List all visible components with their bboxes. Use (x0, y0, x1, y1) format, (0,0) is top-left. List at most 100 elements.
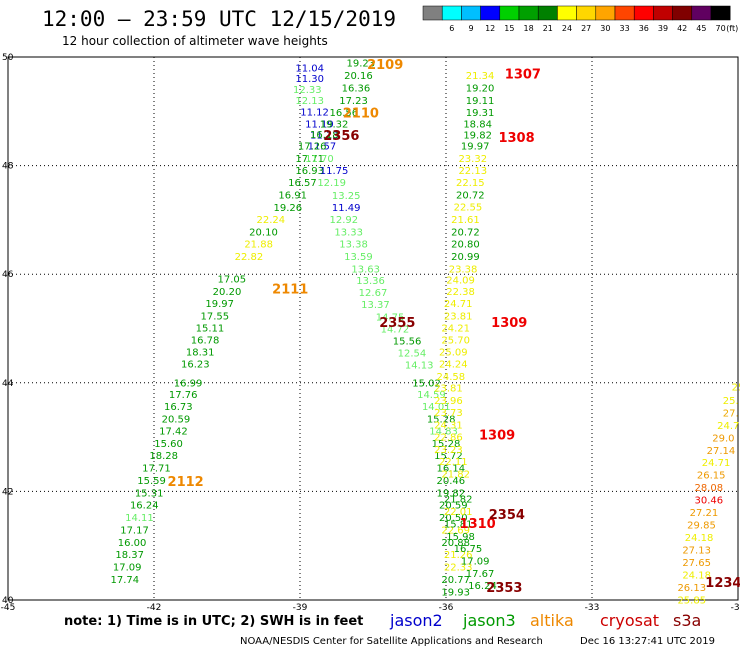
footer-credit: NOAA/NESDIS Center for Satellite Applica… (240, 636, 543, 647)
wave-height-label: 12.67 (359, 288, 388, 299)
colorbar-label: 42 (677, 24, 687, 33)
wave-height-label: 16.23 (181, 359, 210, 370)
wave-height-label: 22.13 (458, 166, 487, 177)
wave-height-label: 20.72 (456, 190, 485, 201)
y-tick-label: 50 (2, 53, 14, 63)
pass-id-label: 2356 (323, 129, 359, 144)
colorbar-label: 30 (600, 24, 610, 33)
wave-height-label: 20.99 (451, 252, 480, 263)
wave-height-label: 12.33 (293, 85, 322, 96)
colorbar-swatch (672, 5, 693, 21)
wave-height-label: 20.72 (451, 227, 480, 238)
colorbar-label: 15 (504, 24, 514, 33)
wave-height-label: 17.71 (142, 464, 171, 475)
wave-height-label: 16.14 (437, 464, 466, 475)
wave-height-label: 24.71 (702, 458, 731, 469)
wave-height-label: 25 (732, 383, 740, 394)
colorbar-swatch (518, 5, 539, 21)
wave-height-label: 21.82 (441, 470, 470, 481)
wave-height-label: 17.26 (298, 142, 327, 153)
wave-height-label: 25.70 (441, 335, 470, 346)
wave-height-label: 24.09 (446, 276, 475, 287)
wave-height-label: 11.49 (332, 203, 361, 214)
pass-id-label: 1234 (705, 576, 740, 591)
wave-height-label: 23.81 (444, 312, 473, 323)
colorbar-label: 24 (562, 24, 572, 33)
colorbar-swatch (499, 5, 520, 21)
wave-height-label: 15.60 (154, 439, 183, 450)
footer-timestamp: Dec 16 13:27:41 UTC 2019 (580, 636, 715, 647)
wave-height-label: 11.75 (320, 166, 349, 177)
wave-height-label: 27.13 (682, 546, 711, 557)
wave-height-label: 20.77 (441, 575, 470, 586)
wave-height-label: 22.11 (439, 457, 468, 468)
wave-height-label: 15.28 (427, 415, 456, 426)
wave-height-label: 28.08 (694, 483, 723, 494)
wave-height-label: 23.23 (434, 445, 463, 456)
wave-height-label: 26.15 (697, 471, 726, 482)
wave-height-label: 16.91 (278, 190, 307, 201)
colorbar-label: 21 (543, 24, 553, 33)
wave-height-label: 16.73 (164, 402, 193, 413)
wave-height-label: 20.80 (451, 239, 480, 250)
wave-height-label: 23.96 (434, 396, 463, 407)
wave-height-label: 19.82 (463, 131, 492, 142)
pass-id-label: 2110 (343, 106, 379, 121)
footer-note: note: 1) Time is in UTC; 2) SWH is in fe… (64, 614, 363, 629)
x-tick-label: -33 (585, 603, 600, 613)
wave-height-label: 18.31 (186, 347, 215, 358)
wave-height-label: 13.33 (334, 227, 363, 238)
colorbar-swatch (537, 5, 558, 21)
wave-height-label: 29.85 (687, 521, 716, 532)
wave-height-label: 19.32 (320, 119, 349, 130)
colorbar-swatch (710, 5, 731, 21)
wave-height-label: 21.61 (451, 215, 480, 226)
wave-height-label: 24.71 (444, 299, 473, 310)
pass-id-label: 1310 (460, 517, 496, 532)
colorbar-swatch (441, 5, 462, 21)
colorbar-label: 9 (468, 24, 473, 33)
colorbar-swatch (691, 5, 712, 21)
legend-altika: altika (530, 611, 574, 630)
colorbar-swatch (461, 5, 481, 21)
wave-height-label: 16.00 (118, 538, 147, 549)
wave-height-label: 23.38 (449, 264, 478, 275)
wave-height-label: 17.42 (159, 427, 188, 438)
wave-height-label: 12.92 (329, 215, 358, 226)
colorbar-label: 12 (485, 24, 495, 33)
colorbar-swatch (422, 5, 443, 21)
wave-height-label: 15.02 (412, 378, 441, 389)
wave-height-label: 27. (723, 409, 739, 420)
wave-height-label: 13.63 (351, 264, 380, 275)
wave-height-label: 16.24 (468, 581, 497, 592)
x-tick-label: -45 (1, 603, 16, 613)
wave-height-label: 12.19 (317, 178, 346, 189)
wave-height-label: 20.10 (249, 227, 278, 238)
legend-cryosat: cryosat (600, 611, 659, 630)
wave-height-label: 12.13 (295, 96, 324, 107)
wave-height-label: 27.14 (707, 446, 736, 457)
wave-height-label: 22.69 (441, 525, 470, 536)
pass-id-label: 2354 (489, 508, 525, 523)
wave-height-label: 16.57 (288, 178, 317, 189)
wave-height-label: 24.24 (439, 359, 468, 370)
wave-height-label: 16.24 (130, 500, 159, 511)
wave-height-label: 16.75 (454, 544, 483, 555)
wave-height-label: 22.55 (454, 202, 483, 213)
wave-height-label: 20.46 (437, 476, 466, 487)
wave-height-label: 17.55 (201, 312, 230, 323)
wave-height-label: 17.74 (110, 575, 139, 586)
pass-id-label: 1307 (505, 67, 541, 82)
colorbar-swatch (595, 5, 616, 21)
wave-height-label: 13.37 (361, 300, 390, 311)
wave-height-label: 14.75 (376, 313, 405, 324)
colorbar-label: 18 (524, 24, 534, 33)
colorbar-label: 6 (449, 24, 454, 33)
colorbar-swatch (653, 5, 673, 21)
wave-height-label: 19.93 (441, 587, 470, 598)
legend-s3a: s3a (673, 611, 701, 630)
colorbar-label: 27 (581, 24, 591, 33)
wave-height-label: 22.38 (446, 287, 475, 298)
pass-labels: 2109 2110 2356 2111 2355 2112 1307 1308 1309 1309… (168, 58, 740, 596)
wave-height-label: 16.99 (174, 378, 203, 389)
